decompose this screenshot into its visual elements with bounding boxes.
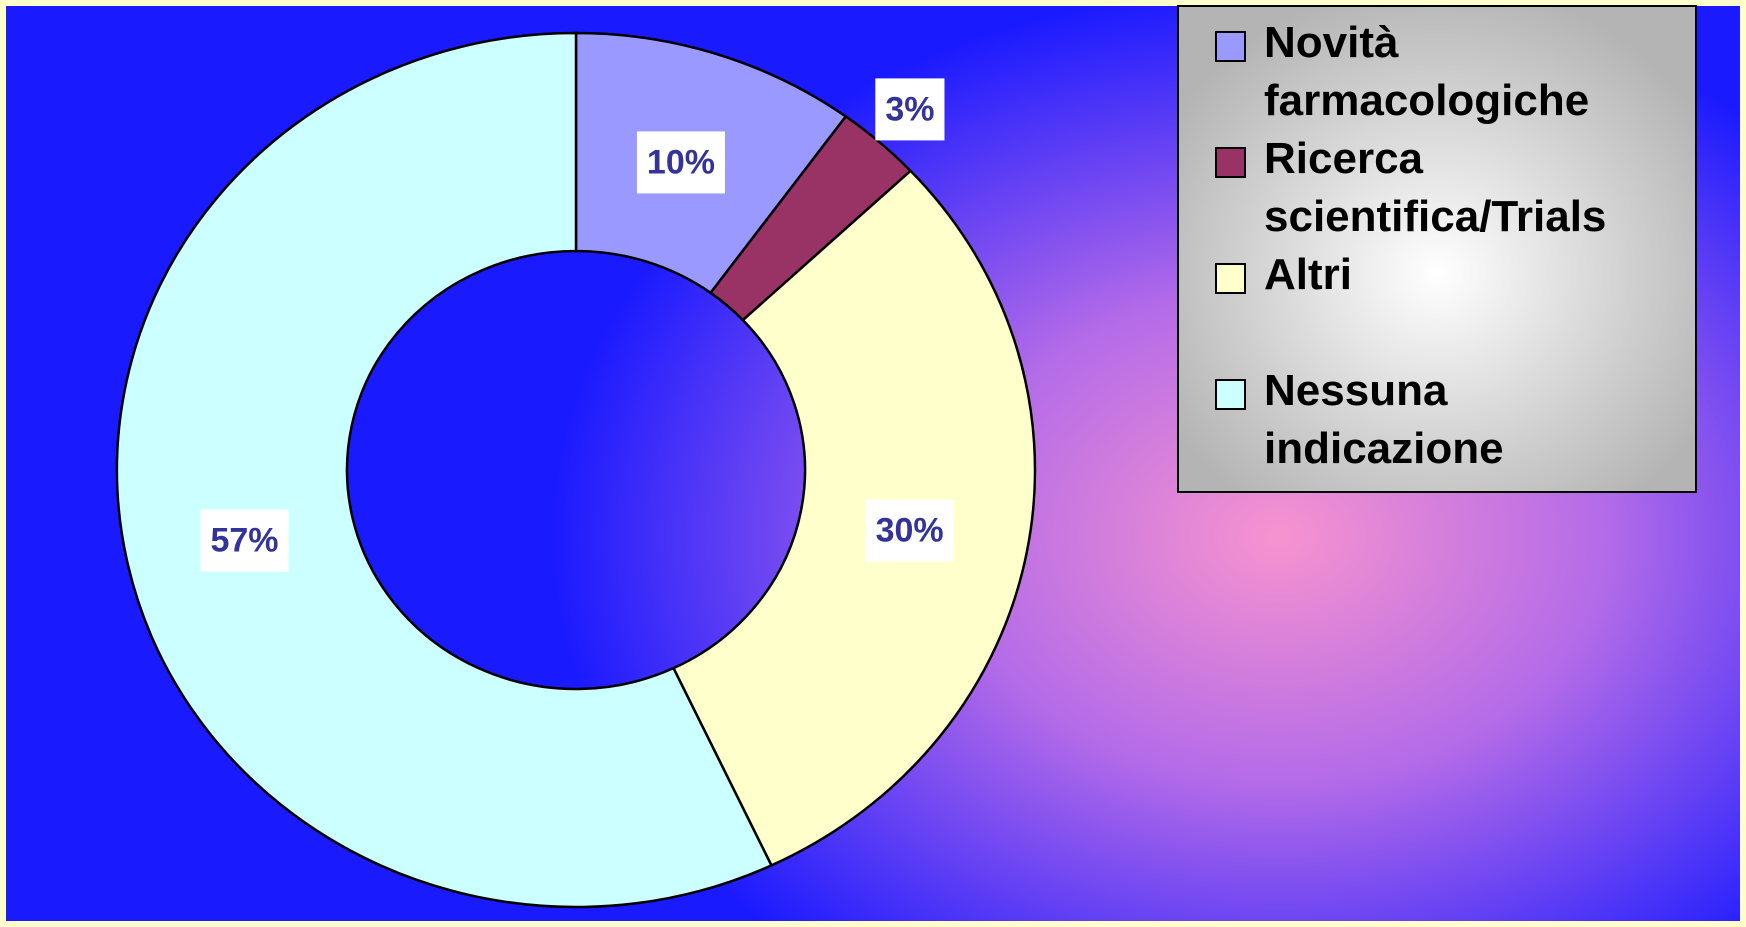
- legend-box: [1177, 5, 1697, 493]
- legend-swatch: [1215, 379, 1246, 410]
- data-label-box: [200, 509, 289, 572]
- legend-item: Novità farmacologiche: [1215, 14, 1695, 130]
- data-label: 10%: [647, 143, 715, 181]
- legend-swatch: [1215, 147, 1246, 178]
- legend-item: Nessuna indicazione: [1215, 362, 1695, 478]
- legend-swatch: [1215, 31, 1246, 62]
- legend-label: Altri: [1264, 250, 1352, 299]
- legend-item: Ricerca scientifica/Trials: [1215, 130, 1695, 246]
- data-label-box: [865, 499, 954, 562]
- legend-items: Novità farmacologiche Ricerca scientifica…: [1215, 14, 1695, 478]
- data-label: 3%: [885, 90, 934, 128]
- legend-label: Novità farmacologiche: [1264, 18, 1590, 125]
- data-label: 30%: [876, 512, 944, 550]
- data-label-box: [636, 131, 725, 194]
- legend-item: Altri: [1215, 246, 1695, 362]
- legend-swatch: [1215, 263, 1246, 294]
- legend-label: Ricerca scientifica/Trials: [1264, 134, 1607, 241]
- data-label: 57%: [210, 522, 278, 560]
- donut-segment: [671, 169, 1037, 868]
- data-label-box: [875, 78, 945, 141]
- legend-label: Nessuna indicazione: [1264, 366, 1504, 473]
- donut-segment: [115, 31, 774, 909]
